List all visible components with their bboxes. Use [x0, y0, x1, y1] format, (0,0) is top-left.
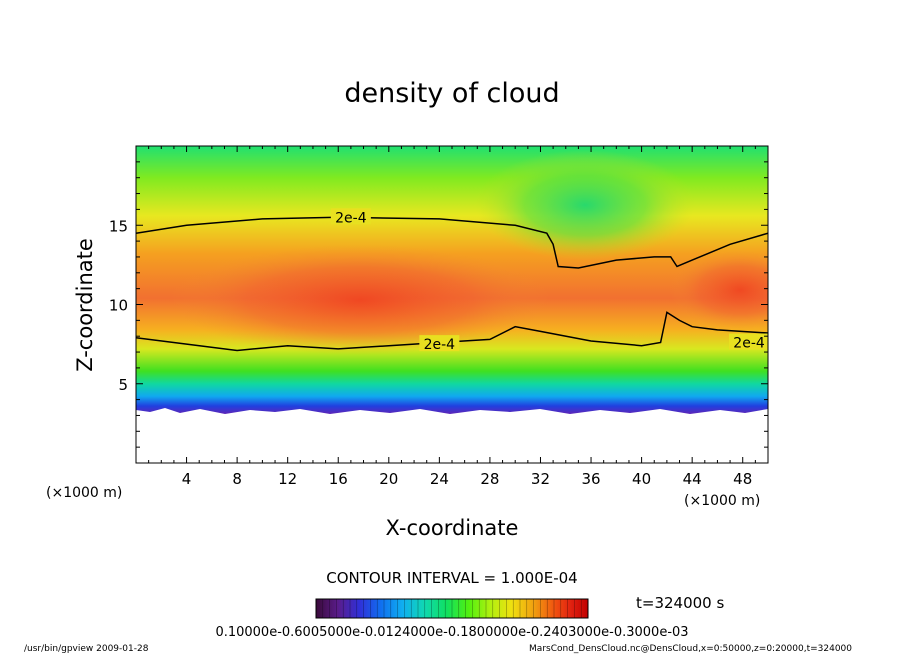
- contour-line-lower: [136, 311, 768, 352]
- x-axis-label: X-coordinate: [386, 516, 519, 540]
- x-tick-label: 32: [531, 470, 550, 488]
- x-tick-label: 40: [632, 470, 651, 488]
- y-axis-label: Z-coordinate: [73, 238, 97, 372]
- x-tick-label: 48: [733, 470, 752, 488]
- time-label: t=324000 s: [636, 594, 724, 612]
- y-tick-label: 10: [109, 297, 128, 315]
- x-tick-label: 20: [379, 470, 398, 488]
- x-tick-label: 28: [480, 470, 499, 488]
- x-tick-label: 24: [430, 470, 449, 488]
- plot-area: 2e-4 2e-4 2e-4: [136, 146, 768, 463]
- x-tick-label: 36: [581, 470, 600, 488]
- y-axis-ticks: 5 10 15: [109, 161, 768, 448]
- contour-labels: 2e-4 2e-4 2e-4: [330, 208, 768, 353]
- contour-label-bg: [729, 333, 768, 350]
- contour-label-bg: [330, 208, 371, 225]
- x-unit-right: (×1000 m): [684, 493, 760, 509]
- footer-left: /usr/bin/gpview 2009-01-28: [24, 644, 149, 654]
- contour-label: 2e-4: [335, 210, 367, 226]
- x-tick-label: 8: [232, 470, 242, 488]
- y-tick-label: 15: [109, 217, 128, 235]
- contour-label: 2e-4: [733, 336, 765, 352]
- x-tick-label: 12: [278, 470, 297, 488]
- chart-title: density of cloud: [344, 78, 559, 109]
- x-unit-left: (×1000 m): [46, 485, 122, 501]
- y-tick-label: 5: [118, 376, 128, 394]
- cloud-base-mask: [136, 408, 768, 463]
- hot-core: [170, 245, 550, 355]
- contour-line-upper: [136, 216, 768, 269]
- x-tick-label: 44: [683, 470, 702, 488]
- x-axis-ticks: 4 8 12 16 20 24 28 32 36 40 44 48: [148, 146, 756, 488]
- contour-interval: CONTOUR INTERVAL = 1.000E-04: [326, 569, 577, 587]
- contour-label-bg: [419, 335, 460, 352]
- contour-label: 2e-4: [424, 337, 456, 353]
- footer-right: MarsCond_DensCloud.nc@DensCloud,x=0:5000…: [529, 644, 852, 654]
- x-tick-label: 4: [182, 470, 192, 488]
- x-tick-label: 16: [329, 470, 348, 488]
- colorbar-ticks: [322, 599, 582, 618]
- hot-core-right: [670, 250, 768, 330]
- colorbar-labels: 0.10000e-0.6005000e-0.0124000e-0.1800000…: [215, 625, 688, 640]
- green-depression: [475, 150, 695, 260]
